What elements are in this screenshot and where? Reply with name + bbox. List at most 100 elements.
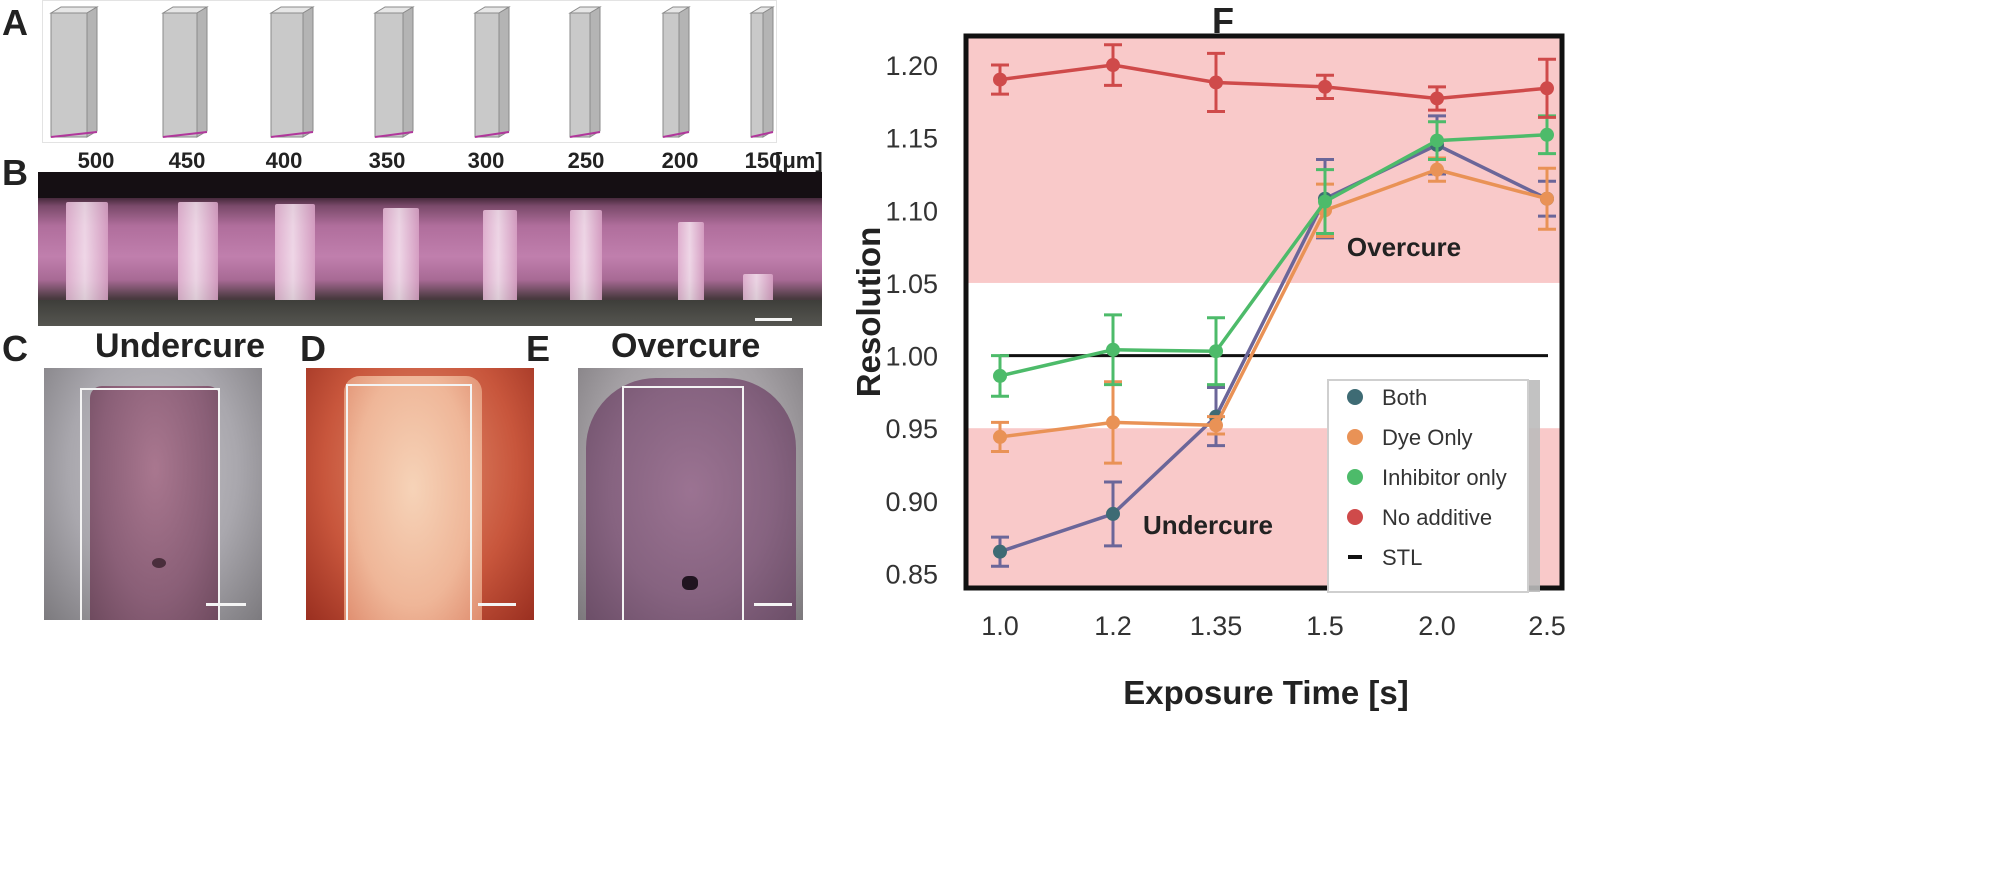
- panel-letter-e: E: [526, 328, 551, 369]
- printed-pillar: [570, 210, 602, 302]
- series-line: [999, 133, 1548, 378]
- legend-label: Inhibitor only: [1382, 465, 1507, 490]
- legend-label: Dye Only: [1382, 425, 1472, 450]
- x-tick-label: 1.5: [1306, 611, 1344, 641]
- pillar-size-label: 500: [77, 148, 115, 173]
- data-point: [1540, 127, 1554, 142]
- legend-item: STL: [1348, 545, 1422, 570]
- legend-label: No additive: [1382, 505, 1492, 530]
- legend: Both Dye Only Inhibitor only No additive STL: [1327, 379, 1540, 593]
- pillar-size-label: 150: [744, 148, 782, 173]
- y-tick-label: 0.95: [885, 414, 938, 444]
- y-tick-label: 1.00: [885, 342, 938, 372]
- series-line: [999, 63, 1548, 101]
- pillar-size-label: 200: [661, 148, 699, 173]
- printed-pillar: [678, 222, 704, 302]
- y-tick-label: 0.90: [885, 487, 938, 517]
- pillar-size-label: 450: [168, 148, 206, 173]
- panel-letter-b: B: [2, 152, 28, 193]
- y-tick-label: 1.20: [885, 51, 938, 81]
- overcure-band-label: Overcure: [1347, 232, 1461, 262]
- data-point: [1209, 75, 1223, 90]
- data-point: [1540, 191, 1554, 206]
- data-point: [993, 429, 1007, 444]
- data-point: [1430, 91, 1444, 106]
- stl-outline: [622, 386, 744, 620]
- pillar-model: [473, 6, 511, 138]
- data-point: [1318, 79, 1332, 94]
- legend-item: Both: [1347, 385, 1427, 410]
- data-point: [1106, 58, 1120, 73]
- stl-outline: [80, 388, 220, 620]
- legend-item: No additive: [1347, 505, 1492, 530]
- pillar-model: [49, 6, 99, 138]
- y-tick-label: 1.15: [885, 124, 938, 154]
- optimal-cure-photo: [306, 368, 534, 620]
- overcure-title: Overcure: [611, 327, 761, 365]
- data-point: [1106, 506, 1120, 521]
- cure-band: [966, 36, 1562, 283]
- legend-item: Inhibitor only: [1347, 465, 1507, 490]
- x-tick-label: 2.0: [1418, 611, 1456, 641]
- pillar-model: [568, 6, 602, 138]
- printed-pillar: [743, 274, 773, 302]
- pillar-size-label: 250: [567, 148, 605, 173]
- pillar-model: [661, 6, 691, 138]
- y-tick-label: 0.85: [885, 559, 938, 589]
- y-tick-label: 1.10: [885, 196, 938, 226]
- printed-pillar: [66, 202, 108, 302]
- pillar-model: [373, 6, 415, 138]
- plot-frame: [963, 33, 1565, 591]
- data-point: [1106, 342, 1120, 357]
- overcure-photo: [578, 368, 803, 620]
- scale-bar: [478, 603, 516, 606]
- data-point: [993, 368, 1007, 383]
- series-no-additive: [991, 43, 1556, 119]
- undercure-photo: [44, 368, 262, 620]
- panel-letter-d: D: [300, 328, 326, 369]
- printed-pillar: [178, 202, 218, 302]
- pillar-models: [49, 6, 775, 138]
- scale-bar: [754, 603, 792, 606]
- panel-letter-c: C: [2, 328, 28, 369]
- unit-label: [μm]: [775, 148, 823, 173]
- printed-pillars-photo: [38, 172, 822, 326]
- printed-pillar: [483, 210, 517, 302]
- pillar-model: [161, 6, 209, 138]
- pillar-strip: [42, 0, 777, 143]
- panel-letter-f: F: [1212, 0, 1234, 41]
- x-tick-label: 1.0: [981, 611, 1019, 641]
- printed-pillar: [275, 204, 315, 302]
- legend-label: Both: [1382, 385, 1427, 410]
- stl-outline: [346, 384, 472, 620]
- series-line: [999, 143, 1548, 554]
- x-tick-label: 1.2: [1094, 611, 1132, 641]
- pillar-size-label: 300: [467, 148, 505, 173]
- series-inhibitor-only: [991, 114, 1556, 398]
- legend-label: STL: [1382, 545, 1422, 570]
- legend-item: Dye Only: [1347, 425, 1472, 450]
- pillar-model: [749, 6, 775, 138]
- x-tick-label: 1.35: [1190, 611, 1243, 641]
- data-point: [993, 72, 1007, 87]
- scale-bar: [755, 318, 792, 321]
- data-point: [1540, 81, 1554, 96]
- scale-bar: [206, 603, 246, 606]
- y-tick-label: 1.05: [885, 269, 938, 299]
- data-point: [1318, 194, 1332, 209]
- data-point: [1106, 415, 1120, 430]
- pillar-size-label: 400: [265, 148, 303, 173]
- panel-letter-a: A: [2, 2, 28, 43]
- x-tick-label: 2.5: [1528, 611, 1566, 641]
- data-point: [1430, 133, 1444, 148]
- pillar-size-label: 350: [368, 148, 406, 173]
- series-line: [999, 167, 1548, 439]
- data-point: [1209, 344, 1223, 359]
- x-axis-label: Exposure Time [s]: [1123, 674, 1408, 711]
- pillar-model: [269, 6, 315, 138]
- undercure-title: Undercure: [95, 327, 266, 365]
- printed-pillar: [383, 208, 419, 302]
- data-point: [1209, 418, 1223, 433]
- data-point: [1430, 162, 1444, 177]
